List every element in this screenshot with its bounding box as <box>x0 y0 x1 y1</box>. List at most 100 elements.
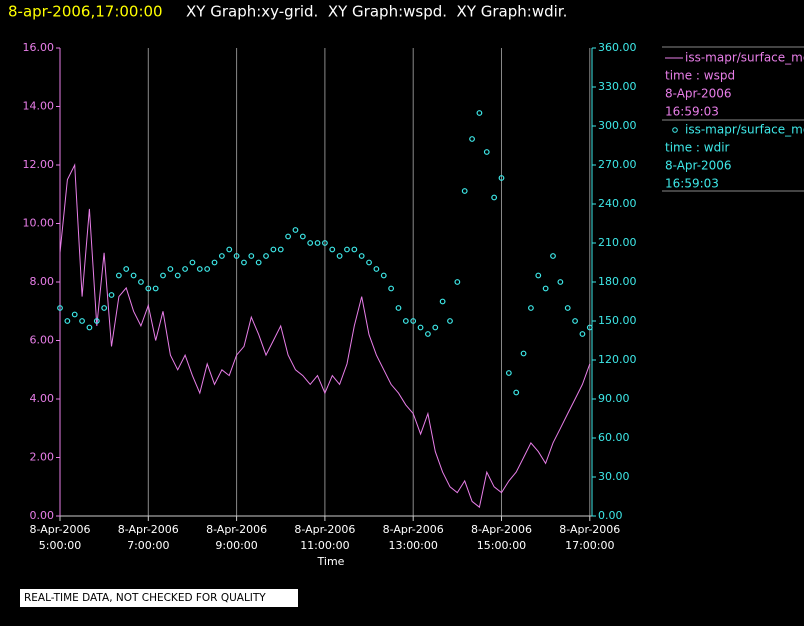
x-tick-label: 8-Apr-2006 17:00:00 <box>559 523 620 552</box>
marker <box>57 305 63 311</box>
marker <box>410 318 417 324</box>
y2-tick-label: 300.00 <box>598 119 637 132</box>
marker <box>64 318 71 324</box>
y2-tick-label: 150.00 <box>598 314 637 327</box>
x-tick-label: 8-Apr-2006 15:00:00 <box>471 523 532 552</box>
marker <box>572 318 578 324</box>
y-tick-label: 16.00 <box>23 41 55 54</box>
y-tick-label: 12.00 <box>23 158 55 171</box>
y2-tick-label: 0.00 <box>598 509 623 522</box>
marker <box>167 266 174 272</box>
marker <box>395 305 402 311</box>
legend-detail: time : wdir <box>665 141 730 155</box>
y-tick-label: 8.00 <box>30 275 55 288</box>
marker <box>461 188 468 194</box>
marker <box>586 324 593 331</box>
marker <box>417 324 424 331</box>
chart-title: 8-apr-2006,17:00:00 <box>8 3 163 21</box>
marker <box>321 240 328 246</box>
marker <box>535 272 542 279</box>
legend-marker <box>672 127 678 133</box>
marker <box>248 253 255 259</box>
legend-detail: time : wspd <box>665 69 735 83</box>
marker <box>329 246 336 253</box>
y2-tick-label: 330.00 <box>598 80 637 93</box>
marker <box>358 253 365 259</box>
marker <box>564 305 571 311</box>
marker <box>123 266 130 272</box>
marker <box>292 227 299 233</box>
marker <box>233 253 240 259</box>
marker <box>138 279 144 285</box>
marker <box>491 194 498 201</box>
marker <box>366 259 372 266</box>
marker <box>542 285 549 292</box>
marker <box>380 272 387 279</box>
marker <box>189 259 196 266</box>
marker <box>86 324 93 331</box>
x-tick-label: 8-Apr-2006 11:00:00 <box>294 523 355 552</box>
marker <box>513 389 520 396</box>
marker <box>255 259 262 266</box>
footer-box <box>20 589 298 607</box>
legend-label: iss-mapr/surface_met <box>685 51 804 65</box>
legend-detail: 16:59:03 <box>665 105 719 119</box>
marker <box>226 246 233 253</box>
x-axis-label: Time <box>317 555 345 568</box>
marker <box>351 246 358 253</box>
y2-tick-label: 210.00 <box>598 236 637 249</box>
marker <box>211 259 218 266</box>
marker <box>160 272 166 279</box>
y2-tick-label: 60.00 <box>598 431 630 444</box>
marker <box>71 311 78 318</box>
y2-tick-label: 270.00 <box>598 158 637 171</box>
marker <box>402 318 409 324</box>
marker <box>115 272 122 279</box>
marker <box>174 272 181 279</box>
marker <box>454 279 461 285</box>
marker <box>204 266 211 272</box>
y2-tick-label: 180.00 <box>598 275 637 288</box>
y-tick-label: 0.00 <box>30 509 55 522</box>
legend-detail: 8-Apr-2006 <box>665 87 732 101</box>
marker <box>196 266 203 272</box>
marker <box>307 240 314 246</box>
marker <box>130 272 137 279</box>
x-tick-label: 8-Apr-2006 7:00:00 <box>118 523 179 552</box>
marker <box>579 331 586 337</box>
y2-tick-label: 240.00 <box>598 197 637 210</box>
chart-subtitle: XY Graph:xy-grid. XY Graph:wspd. XY Grap… <box>186 3 567 21</box>
marker <box>469 136 475 142</box>
x-tick-label: 8-Apr-2006 9:00:00 <box>206 523 267 552</box>
marker <box>447 318 453 324</box>
marker <box>483 149 490 155</box>
y2-tick-label: 120.00 <box>598 353 637 366</box>
y-tick-label: 6.00 <box>30 334 55 347</box>
marker <box>101 305 108 311</box>
marker <box>425 331 431 337</box>
legend-detail: 8-Apr-2006 <box>665 159 732 173</box>
marker <box>79 318 85 324</box>
marker <box>388 285 395 292</box>
marker <box>344 246 350 253</box>
marker <box>218 253 225 259</box>
marker <box>557 279 564 285</box>
y-tick-label: 10.00 <box>23 217 55 230</box>
line <box>59 163 591 509</box>
legend-label: iss-mapr/surface_met <box>685 123 804 137</box>
marker <box>263 253 269 259</box>
marker <box>439 298 446 305</box>
y-tick-label: 2.00 <box>30 451 55 464</box>
marker <box>520 350 527 357</box>
marker <box>108 292 115 298</box>
marker <box>505 370 512 376</box>
marker <box>277 246 284 253</box>
marker <box>550 253 556 259</box>
marker <box>432 324 439 331</box>
marker <box>145 285 152 292</box>
y2-tick-label: 30.00 <box>598 470 630 483</box>
marker <box>152 285 159 292</box>
marker <box>299 233 306 240</box>
marker <box>241 259 247 266</box>
